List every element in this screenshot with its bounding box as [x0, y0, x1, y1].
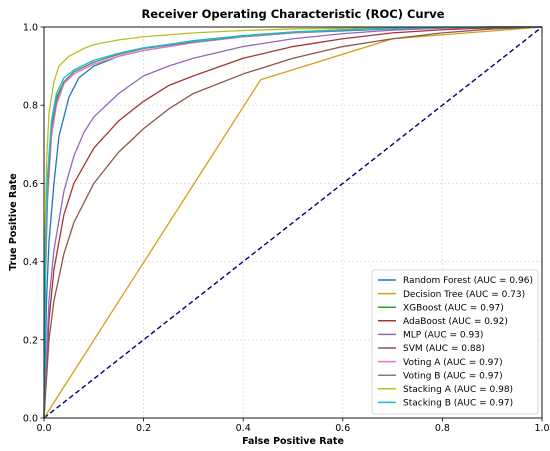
legend-entry: XGBoost (AUC = 0.97): [403, 303, 504, 313]
legend-entry: Voting A (AUC = 0.97): [403, 358, 503, 368]
x-tick-label: 0.0: [36, 423, 51, 434]
series-line-1: [43, 26, 543, 419]
legend-entry: Stacking B (AUC = 0.97): [403, 399, 513, 409]
x-axis-label: False Positive Rate: [242, 436, 344, 447]
series-line-4: [43, 26, 542, 419]
legend-entry: SVM (AUC = 0.88): [403, 344, 485, 354]
x-tick-label: 0.4: [236, 423, 251, 434]
x-tick-label: 1.0: [534, 423, 549, 434]
y-tick-label: 1.0: [23, 23, 38, 34]
reference-line-layer: [43, 26, 543, 419]
x-tick-label: 0.6: [335, 423, 350, 434]
chance-reference-line: [43, 26, 543, 419]
x-tick-label: 0.8: [435, 423, 450, 434]
legend: Random Forest (AUC = 0.96) Decision Tree …: [371, 269, 539, 415]
legend-entry: Decision Tree (AUC = 0.73): [403, 290, 525, 300]
x-tick-label: 0.2: [136, 423, 151, 434]
axis-ticks: 0.0 0.2 0.4 0.6 0.8 1.0 0.0 0.2 0.4 0.6 0.8 1.0: [23, 23, 550, 435]
series-line-5: [43, 26, 543, 419]
plot-frame: [43, 26, 543, 419]
legend-entry: Random Forest (AUC = 0.96): [403, 276, 533, 286]
y-tick-label: 0.0: [23, 414, 38, 425]
y-tick-label: 0.6: [23, 179, 38, 190]
series-layer: [43, 26, 543, 419]
y-tick-label: 0.8: [23, 101, 38, 112]
legend-entry: AdaBoost (AUC = 0.92): [403, 317, 508, 327]
series-line-9: [43, 26, 542, 419]
y-axis-label: True Positive Rate: [8, 173, 19, 271]
y-tick-label: 0.2: [23, 335, 38, 346]
chart-title: Receiver Operating Characteristic (ROC) …: [141, 7, 444, 21]
series-line-3: [43, 26, 543, 419]
y-tick-label: 0.4: [23, 257, 38, 268]
legend-entry: Voting B (AUC = 0.97): [403, 371, 503, 381]
legend-box: [371, 269, 539, 415]
legend-entry: MLP (AUC = 0.93): [403, 331, 483, 341]
legend-entry: Stacking A (AUC = 0.98): [403, 385, 513, 395]
